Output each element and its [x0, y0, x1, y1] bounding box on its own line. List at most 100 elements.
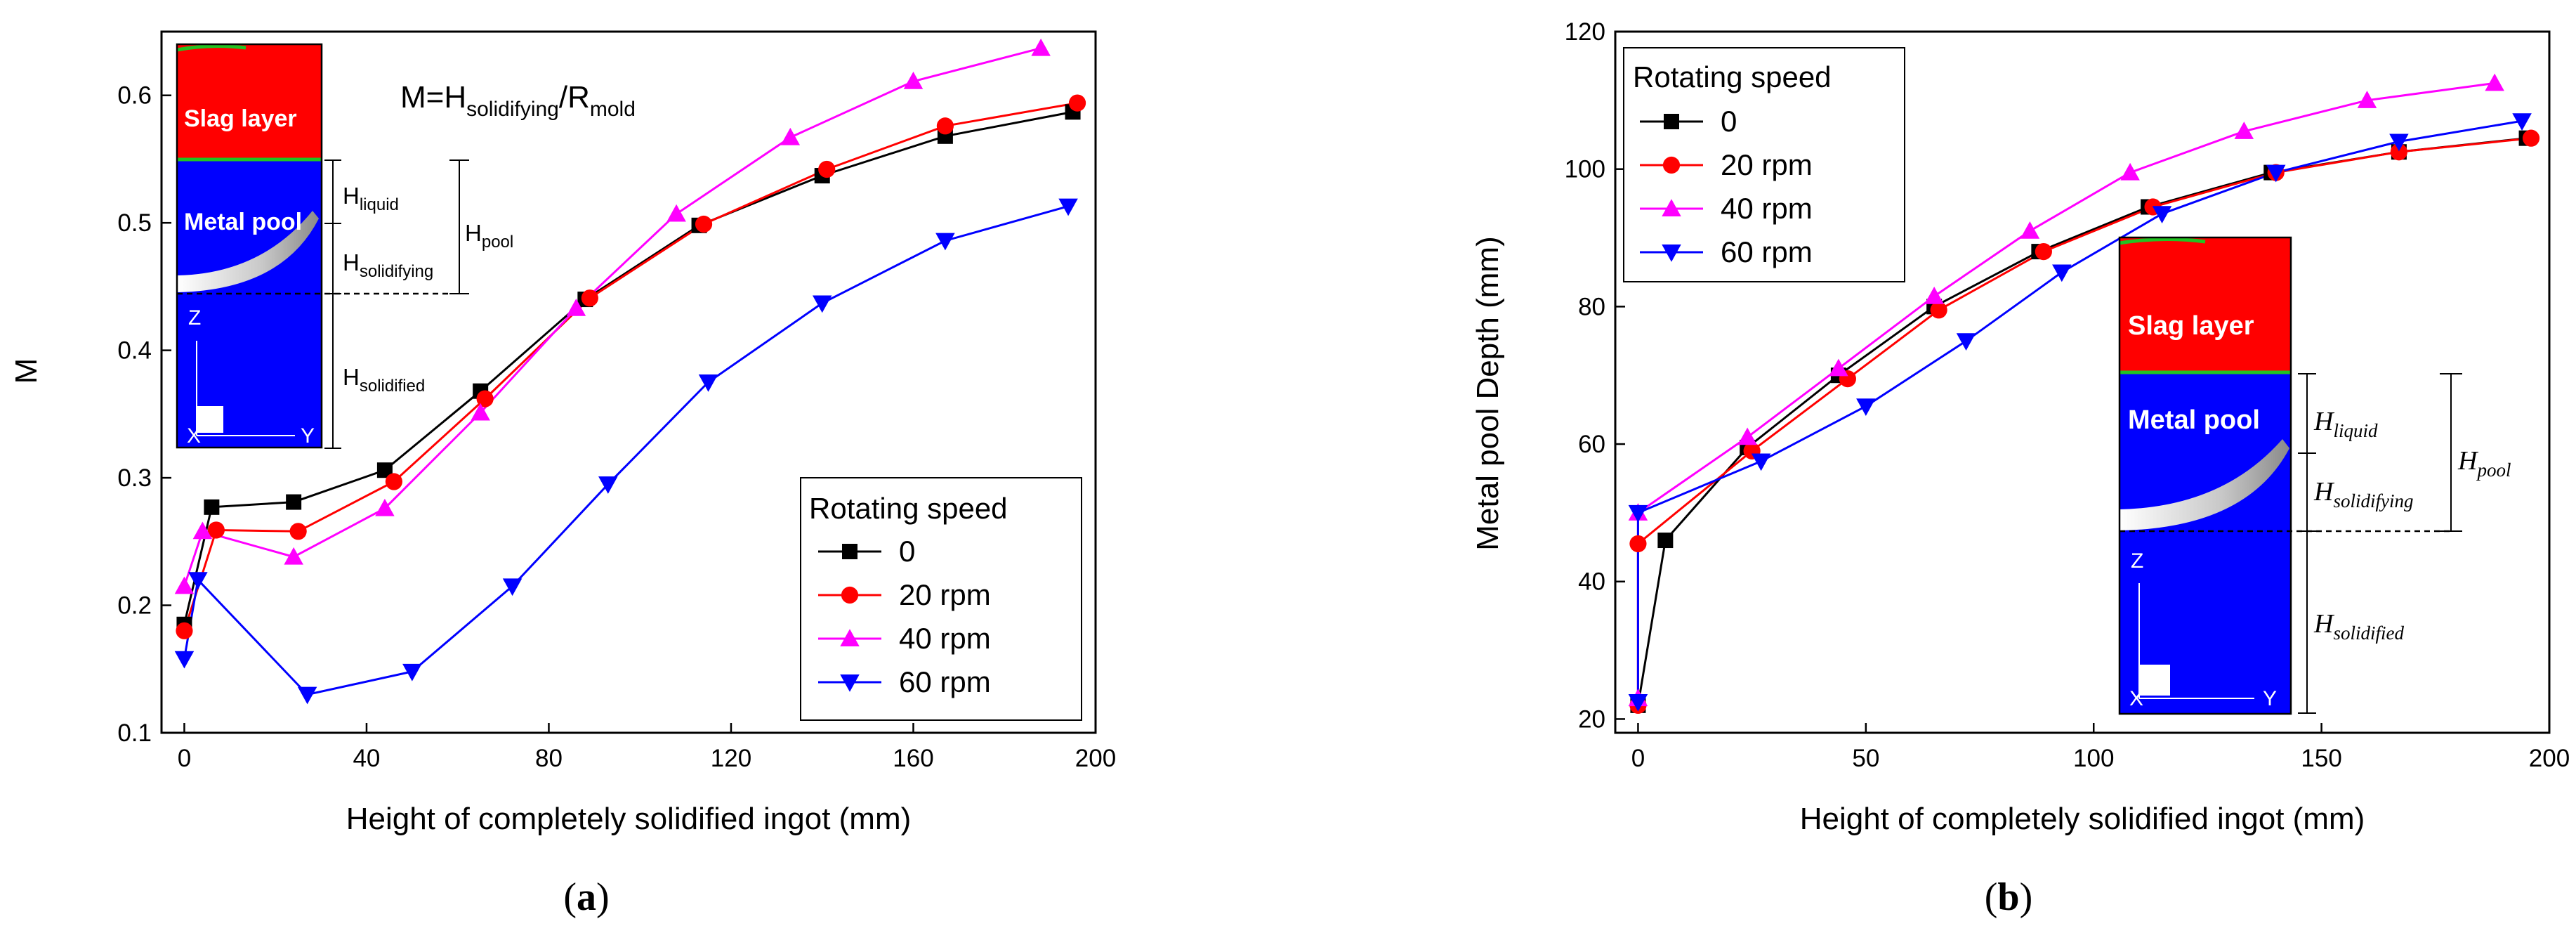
legend-marker: [841, 586, 859, 604]
inset-z-letter-b: Z: [2131, 549, 2143, 573]
data-point: [174, 576, 195, 594]
data-point: [174, 651, 195, 669]
data-point: [192, 521, 213, 540]
data-point: [695, 215, 713, 233]
plot-frame-b: [1614, 30, 2551, 734]
x-tick-label: 80: [535, 745, 563, 772]
legend-entry-label: 60 rpm: [899, 665, 991, 698]
x-tick-label: 50: [1852, 745, 1879, 772]
legend-entry-label: 40 rpm: [899, 622, 991, 655]
inset-y-letter: Y: [301, 424, 315, 448]
data-point: [666, 204, 686, 222]
y-tick-label: 0.4: [117, 337, 152, 365]
series-lines-a: [183, 47, 1078, 696]
y-tick-label: 0.3: [117, 464, 152, 492]
data-point: [402, 663, 422, 682]
data-point: [1068, 94, 1086, 112]
slag-layer-region-b: [2120, 237, 2291, 371]
data-point: [2389, 133, 2409, 152]
formula-sub1: solidifying: [466, 98, 559, 121]
data-point: [1628, 693, 1648, 712]
formula-mid: /R: [559, 80, 590, 115]
data-point: [476, 390, 494, 407]
legend-marker: [1664, 114, 1679, 129]
panel-b: 0 50 100 150 200 20 40 60 80 100 120 Height of com…: [1471, 18, 2570, 919]
inset-x-letter-b: X: [2129, 687, 2143, 710]
series-line: [183, 47, 1041, 587]
inset-scale-square: [197, 406, 223, 433]
metal-pool-label: Metal pool: [184, 209, 302, 235]
series-markers-b: [1628, 73, 2540, 714]
data-point: [471, 403, 490, 421]
data-point: [698, 374, 718, 392]
data-point: [176, 622, 193, 639]
data-point: [2390, 143, 2408, 161]
data-point: [598, 476, 618, 494]
data-point: [581, 289, 598, 307]
legend-entry-label: 0: [1721, 105, 1737, 138]
legend-b: Rotating speed 0 20 rpm 40 rpm 60 rpm: [1623, 47, 1905, 282]
data-point: [204, 499, 220, 515]
y-axis-label-a: M: [9, 358, 44, 384]
x-tick-label: 0: [178, 745, 191, 772]
x-tick-label: 150: [2301, 745, 2341, 772]
h-solidified-label-b: Hsolidified: [2313, 609, 2404, 644]
axis-ticks-b: 0 50 100 150 200 20 40 60 80 100 120: [1565, 18, 2570, 772]
data-point: [1737, 427, 1757, 445]
data-point: [1628, 504, 1648, 523]
legend-entry-label: 60 rpm: [1721, 235, 1813, 268]
formula-pre: M=H: [400, 80, 466, 115]
y-tick-label: 0.1: [117, 719, 152, 747]
data-point: [2522, 129, 2540, 147]
legend-a: Rotating speed 0 20 rpm 40 rpm 60 rpm: [800, 477, 1082, 721]
legend-entry-label: 20 rpm: [899, 578, 991, 611]
legend-marker: [1662, 244, 1681, 262]
h-solidified-label: Hsolidified: [343, 364, 425, 396]
h-liquid-label-b: Hliquid: [2313, 407, 2378, 441]
series-markers-a: [174, 38, 1086, 705]
legend-marker: [1662, 156, 1681, 174]
series-lines-b: [1636, 81, 2532, 706]
x-tick-label: 40: [353, 745, 380, 772]
plot-frame-a: [160, 30, 1097, 734]
legend-marker: [840, 629, 860, 646]
panel-label-b: (b): [1985, 875, 2032, 919]
y-tick-label: 0.6: [117, 82, 152, 110]
x-tick-label: 100: [2073, 745, 2114, 772]
data-point: [1629, 535, 1647, 553]
y-axis-label-b: Metal pool Depth (mm): [1471, 236, 1505, 550]
y-tick-label: 0.5: [117, 209, 152, 237]
data-point: [1924, 286, 1944, 304]
inset-scale-square-b: [2139, 665, 2170, 696]
data-point: [818, 160, 836, 178]
inset-frame-a: [176, 43, 323, 449]
axis-ticks-a: 0 40 80 120 160 200 0.1 0.2 0.3 0.4 0.5 0.6: [117, 82, 1116, 772]
data-point: [2120, 162, 2140, 181]
data-point: [502, 578, 523, 596]
metal-pool-region: [177, 158, 322, 448]
slag-layer-label-b: Slag layer: [2128, 311, 2254, 341]
x-tick-label: 200: [2529, 745, 2570, 772]
legend-title-b: Rotating speed: [1633, 60, 1832, 93]
data-point: [1031, 38, 1051, 56]
data-point: [780, 127, 801, 145]
series-line: [183, 110, 1073, 625]
data-point: [2357, 91, 2377, 108]
slag-layer-label: Slag layer: [184, 105, 297, 132]
formula-sub2: mold: [590, 98, 636, 121]
h-solidifying-label-b: Hsolidifying: [2313, 477, 2413, 511]
data-point: [376, 462, 393, 478]
data-point: [1829, 358, 1848, 377]
inset-z-letter: Z: [188, 306, 201, 330]
data-point: [2052, 264, 2072, 282]
data-point: [375, 498, 395, 516]
data-point: [289, 523, 307, 540]
data-point: [207, 521, 225, 539]
panel-a: 0 40 80 120 160 200 0.1 0.2 0.3 0.4 0.5 0.6 Height …: [9, 30, 1116, 919]
x-tick-label: 120: [711, 745, 751, 772]
y-tick-label: 0.2: [117, 592, 152, 620]
inset-y-letter-b: Y: [2263, 687, 2277, 710]
data-point: [935, 233, 955, 251]
legend-entry-label: 20 rpm: [1721, 148, 1813, 181]
